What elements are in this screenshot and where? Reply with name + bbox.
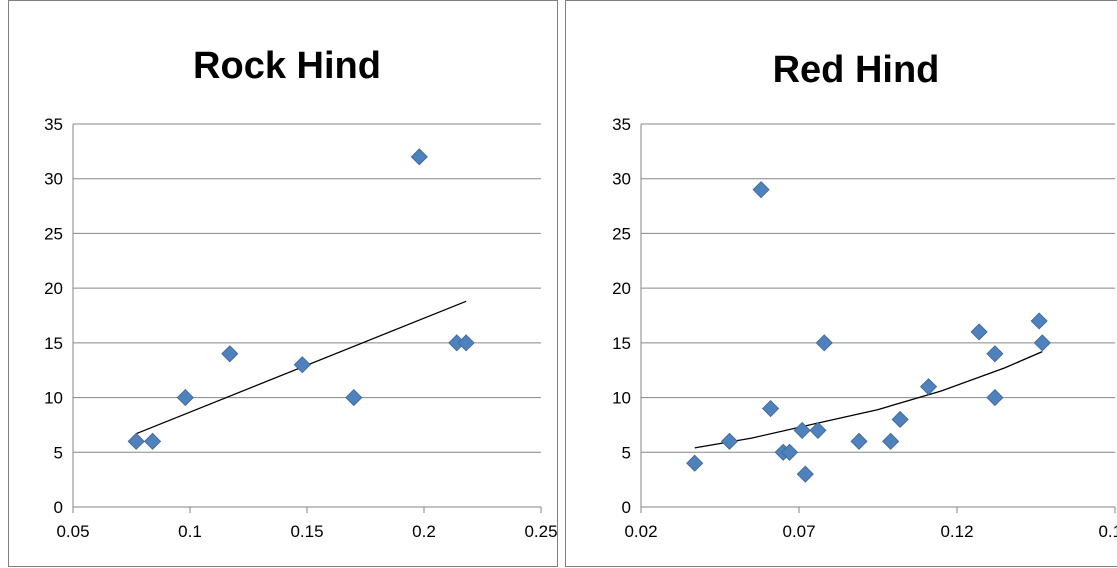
data-point [809, 421, 827, 439]
data-point [1030, 312, 1048, 330]
data-point [815, 334, 833, 352]
y-tick-label: 30 [612, 170, 631, 189]
trendline [694, 351, 1043, 449]
y-tick-label: 5 [622, 443, 631, 462]
y-tick-label: 15 [44, 334, 63, 353]
y-tick-label: 15 [612, 334, 631, 353]
x-tick-label: 0.07 [782, 522, 815, 541]
y-tick-label: 25 [44, 224, 63, 243]
x-tick-label: 0.2 [412, 522, 436, 541]
x-tick-label: 0.02 [624, 522, 657, 541]
y-tick-label: 35 [44, 115, 63, 134]
x-tick-label: 0.17 [1098, 522, 1117, 541]
data-point [891, 410, 909, 429]
x-tick-label: 0.05 [56, 522, 89, 541]
data-point [345, 389, 363, 407]
data-point [752, 181, 770, 199]
x-tick-label: 0.15 [290, 522, 323, 541]
data-point [761, 399, 780, 418]
y-tick-label: 0 [54, 498, 63, 517]
data-point [176, 389, 194, 407]
y-tick-label: 25 [612, 224, 631, 243]
y-tick-label: 20 [44, 279, 63, 298]
data-point [780, 443, 799, 461]
y-tick-label: 5 [54, 443, 63, 462]
y-tick-label: 10 [44, 389, 63, 408]
chart-title: Rock Hind [193, 45, 381, 87]
data-point [919, 378, 938, 396]
red-hind-plot: Red Hind 0 5 10 15 20 25 30 35 0.02 0.07 0.12 0.17 [612, 49, 1117, 541]
rock-hind-plot: Rock Hind 0 5 10 15 20 25 30 35 0.05 0.1 0.15 0.2 0.2… [44, 45, 557, 541]
data-point [143, 432, 162, 450]
data-point [127, 432, 145, 450]
data-point [970, 323, 988, 341]
x-tick-label: 0.1 [178, 522, 202, 541]
x-tick-label: 0.25 [524, 522, 557, 541]
y-tick-label: 10 [612, 389, 631, 408]
red-hind-chart: Red Hind 0 5 10 15 20 25 30 35 0.02 0.07 0.12 0.17 [565, 0, 1117, 567]
data-point [882, 432, 900, 450]
data-point [410, 148, 428, 166]
data-point [720, 432, 739, 450]
data-point [457, 334, 475, 352]
y-tick-label: 35 [612, 115, 631, 134]
x-tick-label: 0.12 [940, 522, 973, 541]
y-tick-label: 20 [612, 279, 631, 298]
y-tick-label: 0 [622, 498, 631, 517]
data-point [986, 345, 1004, 363]
data-point [221, 345, 239, 363]
data-point [796, 465, 814, 483]
data-point [793, 421, 811, 439]
data-point [986, 389, 1004, 407]
rock-hind-chart: Rock Hind 0 5 10 15 20 25 30 35 0.05 0.1 0.15 0.2 0.2… [8, 0, 558, 567]
chart-title: Red Hind [773, 49, 940, 91]
data-point [686, 454, 704, 472]
y-tick-label: 30 [44, 170, 63, 189]
data-point [293, 356, 311, 374]
data-point [850, 432, 868, 450]
data-point [1033, 334, 1051, 352]
